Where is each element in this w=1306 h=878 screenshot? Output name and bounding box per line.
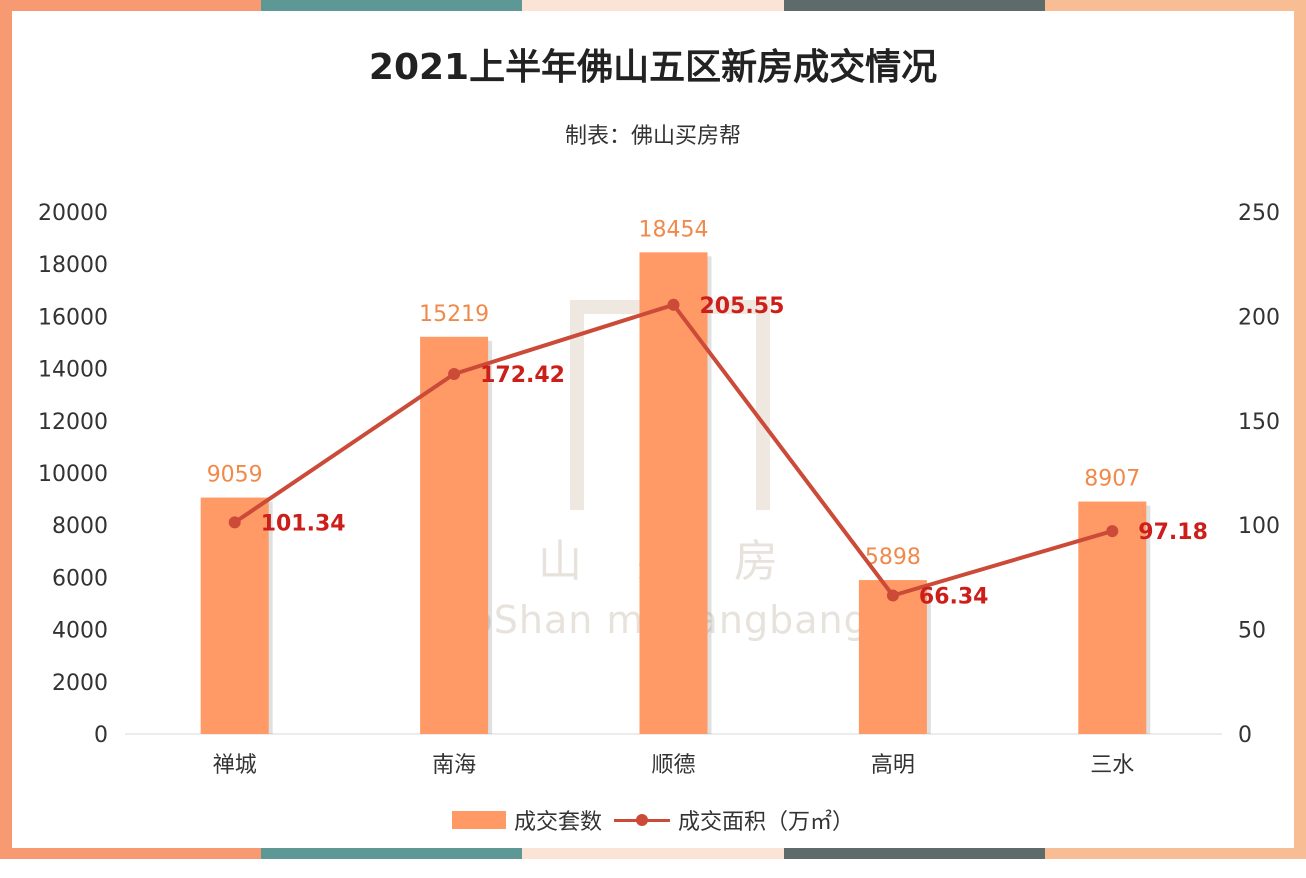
- frame-top-border: [0, 0, 1306, 11]
- legend-item-line: 成交面积（万㎡）: [614, 804, 854, 836]
- bar: [420, 336, 489, 734]
- y-left-tick-label: 10000: [38, 462, 108, 487]
- chart-title: 2021上半年佛山五区新房成交情况: [368, 47, 938, 88]
- y-left-tick-label: 18000: [38, 253, 108, 278]
- x-tick-label: 南海: [432, 753, 476, 778]
- line-value-label: 66.34: [919, 584, 989, 609]
- frame-bottom-border: [0, 848, 1306, 859]
- line-point: [886, 589, 899, 602]
- line-value-label: 172.42: [480, 363, 565, 388]
- x-tick-label: 顺德: [651, 753, 695, 778]
- line-value-label: 205.55: [700, 294, 785, 319]
- y-right-tick-label: 0: [1238, 723, 1252, 748]
- x-tick-label: 高明: [871, 753, 915, 778]
- legend-label-line: 成交面积（万㎡）: [678, 810, 855, 835]
- legend-item-bars: 成交套数: [451, 804, 602, 836]
- y-right-tick-label: 200: [1238, 305, 1280, 330]
- bar: [200, 497, 269, 734]
- chart-subtitle: 制表：佛山买房帮: [564, 124, 741, 149]
- frame-left-border: [0, 0, 12, 859]
- y-left-tick-label: 4000: [52, 619, 108, 644]
- bar-value-label: 18454: [639, 217, 709, 242]
- bar: [639, 252, 708, 735]
- legend-swatch-bar: [451, 811, 506, 829]
- line-value-label: 97.18: [1138, 520, 1208, 545]
- y-left-tick-label: 16000: [38, 305, 108, 330]
- y-left-tick-label: 6000: [52, 566, 108, 591]
- y-left-tick-label: 0: [94, 723, 108, 748]
- frame-right-border: [1294, 0, 1306, 859]
- bar: [858, 580, 927, 734]
- line-value-label: 101.34: [261, 511, 346, 536]
- line-point: [448, 367, 461, 380]
- bar-value-label: 5898: [865, 545, 921, 570]
- bar-value-label: 8907: [1084, 467, 1140, 492]
- y-left-tick-label: 12000: [38, 410, 108, 435]
- legend-swatch-line: [614, 811, 670, 829]
- y-right-tick-label: 150: [1238, 410, 1280, 435]
- bar-value-label: 15219: [419, 302, 489, 327]
- bar: [1078, 501, 1147, 734]
- line-point: [1106, 525, 1119, 538]
- y-right-tick-label: 50: [1238, 619, 1266, 644]
- x-tick-label: 三水: [1090, 753, 1134, 778]
- y-left-tick-label: 14000: [38, 358, 108, 383]
- y-right-tick-label: 100: [1238, 514, 1280, 539]
- bar-value-label: 9059: [207, 463, 263, 488]
- y-right-tick-label: 250: [1238, 201, 1280, 226]
- line-point: [667, 298, 680, 311]
- y-left-tick-label: 2000: [52, 671, 108, 696]
- y-left-tick-label: 20000: [38, 201, 108, 226]
- line-point: [228, 516, 241, 529]
- legend: 成交套数 成交面积（万㎡）: [0, 804, 1306, 836]
- legend-label-bars: 成交套数: [513, 810, 602, 835]
- x-tick-label: 禅城: [213, 753, 257, 778]
- y-left-tick-label: 8000: [52, 514, 108, 539]
